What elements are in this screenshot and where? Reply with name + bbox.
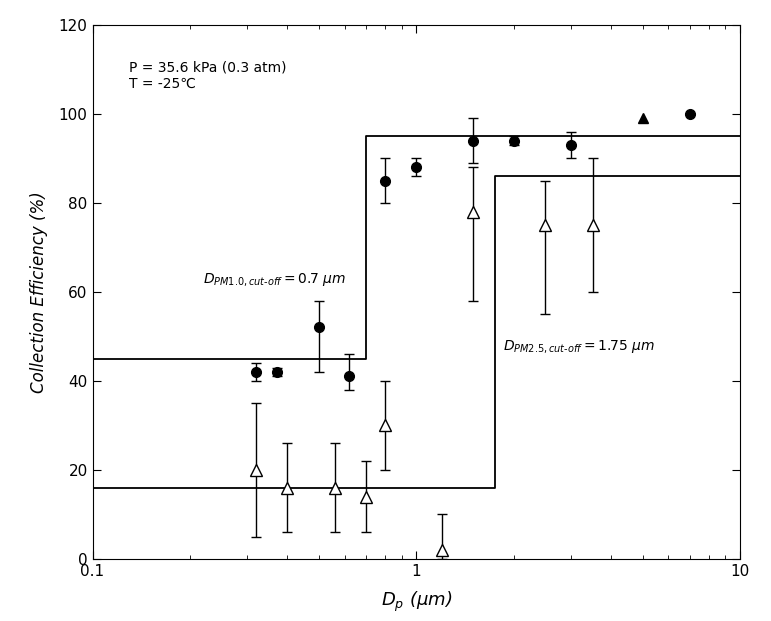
Y-axis label: Collection Efficiency (%): Collection Efficiency (%)	[29, 191, 48, 392]
Text: $D_{PM2.5,cut\text{-}off}= 1.75\ \mu m$: $D_{PM2.5,cut\text{-}off}= 1.75\ \mu m$	[503, 338, 655, 355]
X-axis label: $D_{p}$ (μm): $D_{p}$ (μm)	[381, 590, 452, 614]
Text: P = 35.6 kPa (0.3 atm)
T = -25℃: P = 35.6 kPa (0.3 atm) T = -25℃	[130, 60, 287, 91]
Text: $D_{PM1.0,cut\text{-}off}= 0.7\ \mu m$: $D_{PM1.0,cut\text{-}off}= 0.7\ \mu m$	[204, 271, 347, 288]
